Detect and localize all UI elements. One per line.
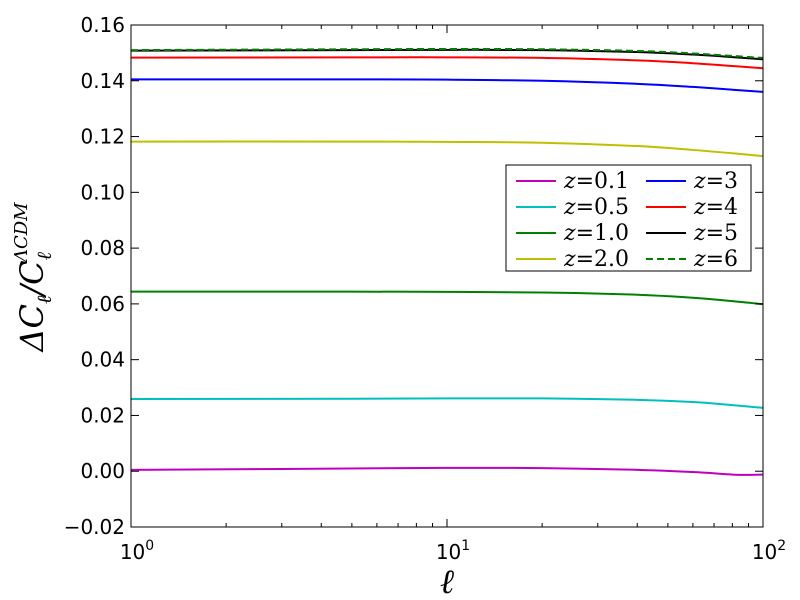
y-tick-label: −0.02 (64, 515, 125, 539)
legend-box (505, 164, 752, 272)
y-tick-label: 0.16 (80, 13, 125, 37)
series-line-z-1-0 (130, 290, 764, 306)
y-axis-label: ΔCℓ/CℓΛCDM (11, 202, 56, 354)
legend-label: z=3 (693, 169, 738, 194)
y-tick-label: 0.12 (80, 125, 125, 149)
legend-label: z=4 (693, 195, 738, 220)
y-tick-label: 0.08 (80, 236, 125, 260)
tick-marks (130, 24, 764, 528)
series-line-z-6 (130, 47, 764, 59)
y-tick-label: 0.02 (80, 403, 125, 427)
legend-label: z=1.0 (563, 221, 629, 246)
legend-label: z=6 (693, 247, 738, 272)
x-tick-label: 100 (120, 538, 154, 564)
legend-label: z=2.0 (563, 247, 629, 272)
series-group (130, 47, 764, 476)
x-tick-label: 102 (752, 538, 786, 564)
x-tick-labels: 100 101 102 (120, 538, 786, 564)
legend-label: z=0.1 (563, 169, 629, 194)
series-line-z-4 (130, 56, 764, 70)
x-tick-label: 101 (436, 538, 470, 564)
x-axis-label: ℓ (440, 562, 454, 600)
legend-label: z=0.5 (563, 195, 629, 220)
series-line-z-0-5 (130, 397, 764, 409)
y-axis-label-main: ΔC (13, 304, 51, 354)
y-axis-label-sub2: ℓ (32, 251, 56, 260)
series-line-z-2-0 (130, 140, 764, 158)
y-axis-label-sub1: ℓ (32, 295, 56, 304)
series-line-z-3 (130, 78, 764, 93)
plot-frame (130, 24, 764, 528)
y-tick-label: 0.14 (80, 69, 125, 93)
legend: z=0.1z=0.5z=1.0z=2.0 z=3z=4z=5z=6 (505, 164, 752, 272)
series-line-z-0-1 (130, 466, 764, 476)
y-tick-label: 0.10 (80, 180, 125, 204)
y-tick-label: 0.06 (80, 292, 125, 316)
y-axis-label-slash: /C (13, 260, 51, 298)
y-tick-label: 0.00 (80, 459, 125, 483)
y-tick-label: 0.04 (80, 348, 125, 372)
y-tick-labels: −0.02 0.00 0.02 0.04 0.06 0.08 0.10 0.12 0.14 0.1… (64, 13, 125, 539)
y-axis-label-sup: ΛCDM (11, 202, 32, 264)
legend-label: z=5 (693, 221, 738, 246)
